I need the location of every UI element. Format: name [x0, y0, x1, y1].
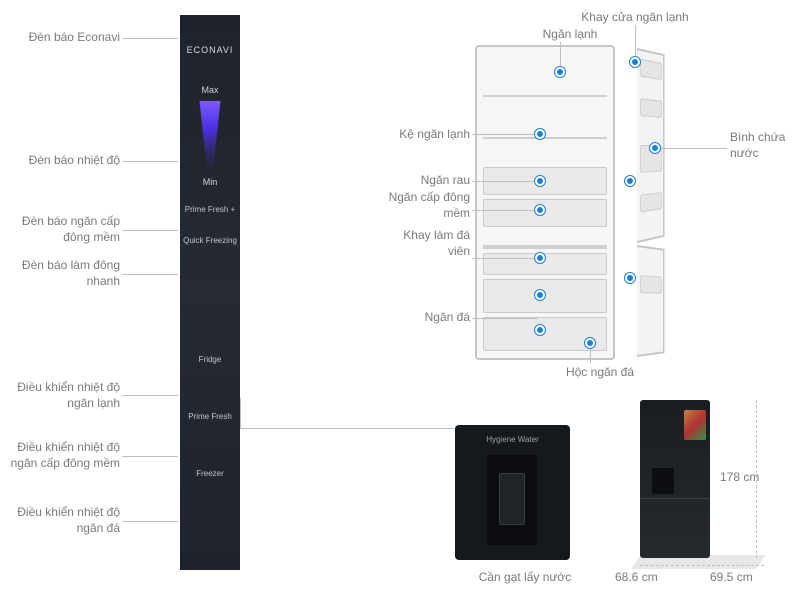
- dispenser-icon: [652, 468, 674, 494]
- callout-dot: [555, 67, 565, 77]
- compartment-divider: [483, 245, 607, 249]
- dimension-line: [640, 565, 710, 566]
- label-soft-freeze-ctrl: Điều khiển nhiệt độ ngăn cấp đông mềm: [10, 440, 120, 471]
- label-freezer: Ngăn đá: [380, 310, 470, 326]
- leader-line: [635, 25, 636, 60]
- leader-line: [122, 230, 178, 231]
- fridge-open: [475, 45, 635, 360]
- fridge-body: [475, 45, 615, 360]
- callout-dot: [535, 290, 545, 300]
- label-door-tray: Khay cửa ngăn lạnh: [565, 10, 705, 26]
- leader-line: [560, 42, 561, 67]
- callout-dot: [535, 205, 545, 215]
- leader-line: [240, 398, 241, 428]
- ice-tray-drawer: [483, 253, 607, 275]
- leader-line: [122, 38, 178, 39]
- label-temp: Đèn báo nhiệt độ: [10, 153, 120, 169]
- panel-prime-fresh-plus: Prime Fresh +: [180, 205, 240, 214]
- temperature-meter: [195, 101, 225, 171]
- leader-line: [472, 210, 537, 211]
- callout-dot: [625, 273, 635, 283]
- callout-dot: [535, 253, 545, 263]
- dimension-width: 68.6 cm: [615, 570, 658, 584]
- freezer-door-open: [637, 245, 664, 357]
- callout-dot: [585, 338, 595, 348]
- panel-fridge: Fridge: [180, 355, 240, 364]
- soft-freeze-drawer: [483, 199, 607, 227]
- leader-line: [122, 456, 178, 457]
- dimension-line: [712, 565, 764, 566]
- panel-prime-fresh: Prime Fresh: [180, 412, 240, 421]
- label-water-tank: Bình chứa nước: [730, 130, 790, 161]
- callout-dot: [650, 143, 660, 153]
- door-bin: [640, 98, 661, 117]
- callout-dot: [535, 325, 545, 335]
- leader-line: [122, 395, 178, 396]
- panel-max-label: Max: [180, 85, 240, 95]
- energy-sticker: [684, 410, 706, 440]
- freezer-drawer: [483, 279, 607, 313]
- dispenser-title: Hygiene Water: [455, 435, 570, 444]
- label-fridge-ctrl: Điều khiển nhiệt độ ngăn lạnh: [10, 380, 120, 411]
- callout-dot: [535, 176, 545, 186]
- dispenser-paddle: [499, 473, 525, 525]
- fridge-shelf: [483, 137, 607, 139]
- label-econavi: Đèn báo Econavi: [10, 30, 120, 46]
- leader-line: [472, 258, 537, 259]
- leader-line: [655, 148, 727, 149]
- leader-line: [472, 181, 537, 182]
- label-ice-tray: Khay làm đá viên: [380, 228, 470, 259]
- control-panel: ECONAVI Max Min Prime Fresh + Quick Free…: [180, 15, 240, 570]
- dimension-height: 178 cm: [720, 470, 759, 484]
- panel-freezer: Freezer: [180, 469, 240, 478]
- label-cool-compartment: Ngăn lạnh: [530, 27, 610, 43]
- water-dispenser: Hygiene Water: [455, 425, 570, 560]
- panel-brand: ECONAVI: [180, 45, 240, 55]
- door-bin: [640, 192, 661, 212]
- leader-line: [240, 428, 454, 429]
- leader-line: [122, 161, 178, 162]
- callout-dot: [535, 129, 545, 139]
- label-quick-freeze-led: Đèn báo làm đông nhanh: [10, 258, 120, 289]
- fridge-closed: [640, 400, 710, 558]
- callout-dot: [625, 176, 635, 186]
- label-water-lever: Cần gạt lấy nước: [465, 570, 585, 586]
- leader-line: [122, 521, 178, 522]
- leader-line: [472, 318, 537, 319]
- label-cool-shelf: Kệ ngăn lạnh: [380, 127, 470, 143]
- label-soft-freeze-led: Đèn báo ngăn cấp đông mềm: [10, 214, 120, 245]
- door-bin: [640, 59, 661, 80]
- panel-quick-freezing: Quick Freezing: [180, 236, 240, 245]
- leader-line: [122, 274, 178, 275]
- dimension-depth: 69.5 cm: [710, 570, 753, 584]
- leader-line: [472, 134, 537, 135]
- callout-dot: [630, 57, 640, 67]
- door-bin: [640, 275, 661, 293]
- label-freezer-ctrl: Điều khiển nhiệt độ ngăn đá: [10, 505, 120, 536]
- label-veg-drawer: Ngăn rau: [380, 173, 470, 189]
- panel-min-label: Min: [180, 177, 240, 187]
- label-soft-freeze: Ngăn cấp đông mềm: [380, 190, 470, 221]
- label-freezer-drawer: Hộc ngăn đá: [550, 365, 650, 381]
- fridge-shelf: [483, 95, 607, 97]
